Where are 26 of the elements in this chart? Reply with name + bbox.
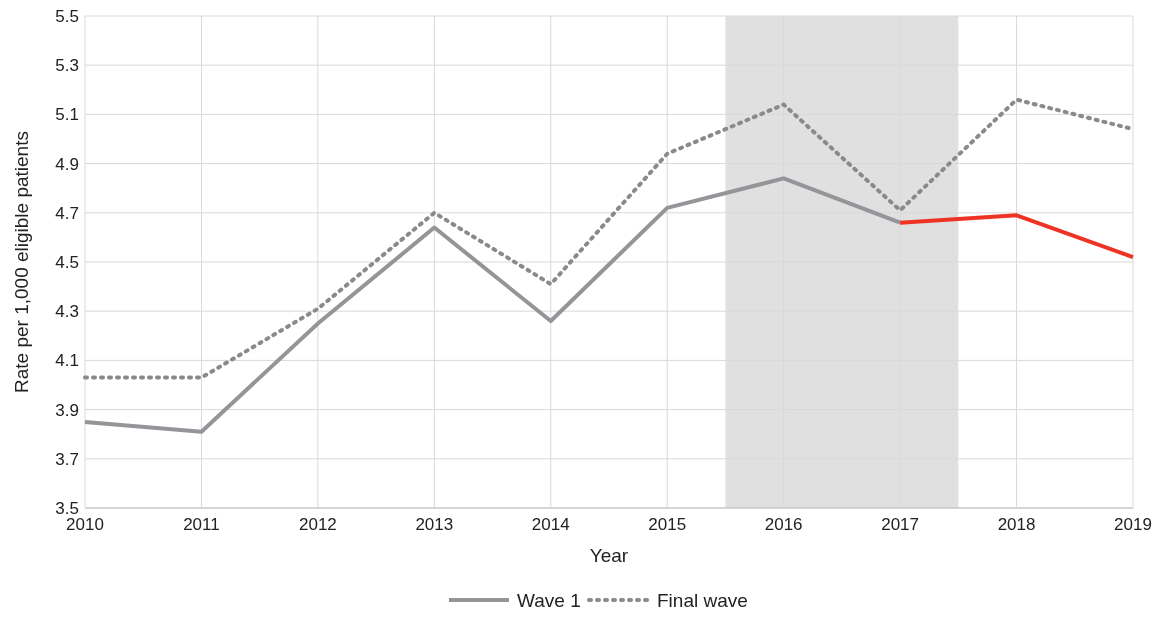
x-tick-label: 2018	[997, 515, 1036, 534]
y-tick-label: 4.9	[55, 154, 79, 174]
y-tick-label: 3.9	[55, 400, 79, 420]
x-tick-label: 2014	[531, 515, 570, 534]
y-tick-label: 4.1	[55, 351, 79, 371]
y-tick-label: 4.5	[55, 252, 79, 272]
x-tick-label: 2013	[415, 515, 454, 534]
x-axis-title: Year	[589, 545, 629, 566]
y-tick-label: 4.3	[55, 302, 79, 322]
x-tick-label: 2011	[183, 515, 220, 534]
legend-label: Wave 1	[517, 589, 581, 611]
y-axis-title: Rate per 1,000 eligible patients	[11, 131, 32, 393]
y-tick-label: 5.5	[55, 6, 79, 26]
legend-label: Final wave	[657, 589, 748, 611]
y-tick-label: 3.5	[55, 498, 79, 518]
y-tick-label: 3.7	[55, 449, 79, 469]
x-tick-label: 2012	[298, 515, 337, 534]
y-tick-label: 5.3	[55, 56, 79, 76]
y-tick-label: 5.1	[55, 105, 79, 125]
line-series	[83, 176, 903, 434]
x-tick-label: 2015	[648, 515, 687, 534]
x-tick-label: 2010	[66, 515, 104, 534]
x-tick-label: 2019	[1114, 515, 1152, 534]
y-tick-label: 4.7	[55, 203, 79, 223]
x-tick-label: 2016	[764, 515, 803, 534]
x-tick-label: 2017	[881, 515, 920, 534]
